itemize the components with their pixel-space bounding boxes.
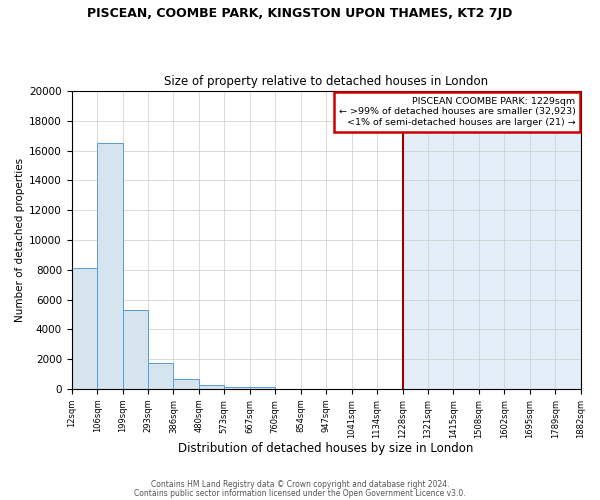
Title: Size of property relative to detached houses in London: Size of property relative to detached ho…: [164, 76, 488, 88]
Text: PISCEAN, COOMBE PARK, KINGSTON UPON THAMES, KT2 7JD: PISCEAN, COOMBE PARK, KINGSTON UPON THAM…: [88, 8, 512, 20]
Bar: [173, 378, 199, 389]
Bar: [403, 91, 581, 389]
Bar: [224, 387, 250, 389]
Text: Contains public sector information licensed under the Open Government Licence v3: Contains public sector information licen…: [134, 488, 466, 498]
Bar: [71, 268, 97, 389]
Bar: [148, 363, 173, 389]
Text: Contains HM Land Registry data © Crown copyright and database right 2024.: Contains HM Land Registry data © Crown c…: [151, 480, 449, 489]
Text: PISCEAN COOMBE PARK: 1229sqm
← >99% of detached houses are smaller (32,923)
<1% : PISCEAN COOMBE PARK: 1229sqm ← >99% of d…: [338, 97, 575, 127]
Bar: [122, 310, 148, 389]
Bar: [199, 384, 224, 389]
Bar: [97, 143, 122, 389]
X-axis label: Distribution of detached houses by size in London: Distribution of detached houses by size …: [178, 442, 474, 455]
Y-axis label: Number of detached properties: Number of detached properties: [15, 158, 25, 322]
Bar: [250, 388, 275, 389]
